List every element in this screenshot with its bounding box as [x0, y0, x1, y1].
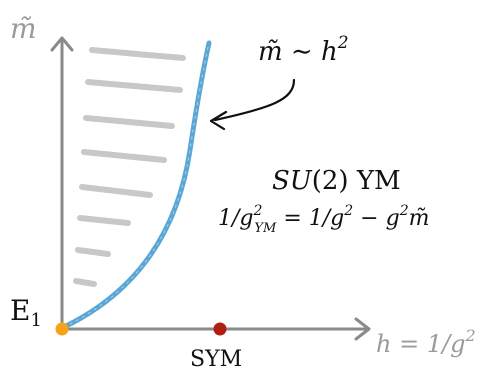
y-axis	[50, 36, 74, 332]
y-axis-label: m̃	[10, 12, 37, 45]
origin-point	[55, 322, 69, 336]
hatch-stroke	[75, 247, 111, 257]
hatch-stroke	[85, 79, 183, 93]
hatch-stroke	[89, 47, 186, 61]
coupling-relation: 1/g2 YM = 1/g2 − g2m̃	[218, 203, 429, 236]
hatch-stroke	[81, 149, 167, 163]
origin-label: E1	[10, 294, 42, 331]
theory-title: SU(2) YM	[272, 166, 401, 196]
hatched-region	[73, 47, 186, 287]
hatch-stroke	[77, 215, 131, 226]
curve-annotation: m̃ ∼ h2	[258, 33, 349, 67]
hatch-stroke	[79, 184, 153, 198]
mass-curve-texture	[63, 42, 210, 328]
hatch-stroke	[83, 115, 175, 129]
sym-label: SYM	[190, 347, 242, 372]
x-axis-label: h = 1/g2	[376, 326, 476, 358]
hatch-stroke	[73, 278, 97, 287]
annotation-arrow	[209, 78, 296, 131]
sym-point	[213, 322, 227, 336]
